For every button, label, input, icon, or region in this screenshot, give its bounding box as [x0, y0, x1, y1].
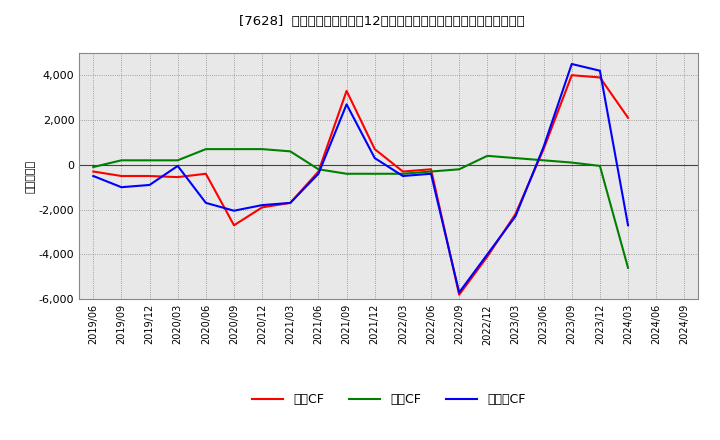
フリーCF [399, 173, 408, 179]
営業CF [117, 173, 126, 179]
営業CF [370, 147, 379, 152]
フリーCF [89, 173, 98, 179]
フリーCF [595, 68, 604, 73]
営業CF [286, 200, 294, 205]
フリーCF [370, 155, 379, 161]
投賃CF [286, 149, 294, 154]
投賃CF [567, 160, 576, 165]
営業CF [145, 173, 154, 179]
投賃CF [174, 158, 182, 163]
投賃CF [230, 147, 238, 152]
投賃CF [342, 171, 351, 176]
Text: [7628]  キャッシュフローの12か月移動合計の対前年同期増減額の推移: [7628] キャッシュフローの12か月移動合計の対前年同期増減額の推移 [239, 15, 524, 29]
Line: フリーCF: フリーCF [94, 64, 628, 293]
投賃CF [202, 147, 210, 152]
フリーCF [174, 163, 182, 169]
営業CF [89, 169, 98, 174]
営業CF [511, 212, 520, 217]
投賃CF [314, 167, 323, 172]
営業CF [202, 171, 210, 176]
投賃CF [595, 163, 604, 169]
Line: 営業CF: 営業CF [94, 75, 628, 295]
投賃CF [427, 169, 436, 174]
投賃CF [370, 171, 379, 176]
フリーCF [286, 200, 294, 205]
Legend: 営業CF, 投賃CF, フリーCF: 営業CF, 投賃CF, フリーCF [247, 388, 531, 411]
フリーCF [483, 252, 492, 257]
営業CF [595, 75, 604, 80]
投賃CF [258, 147, 266, 152]
投賃CF [511, 155, 520, 161]
営業CF [230, 223, 238, 228]
フリーCF [427, 171, 436, 176]
投賃CF [399, 171, 408, 176]
フリーCF [314, 171, 323, 176]
フリーCF [511, 214, 520, 219]
投賃CF [483, 153, 492, 158]
営業CF [174, 175, 182, 180]
営業CF [314, 169, 323, 174]
営業CF [483, 254, 492, 259]
フリーCF [145, 182, 154, 187]
Line: 投賃CF: 投賃CF [94, 149, 628, 268]
フリーCF [117, 184, 126, 190]
営業CF [567, 73, 576, 78]
フリーCF [342, 102, 351, 107]
営業CF [427, 167, 436, 172]
フリーCF [202, 200, 210, 205]
営業CF [455, 292, 464, 297]
営業CF [258, 205, 266, 210]
営業CF [399, 169, 408, 174]
フリーCF [455, 290, 464, 295]
投賃CF [455, 167, 464, 172]
投賃CF [539, 158, 548, 163]
フリーCF [567, 61, 576, 66]
投賃CF [117, 158, 126, 163]
フリーCF [258, 202, 266, 208]
フリーCF [230, 208, 238, 213]
フリーCF [624, 223, 632, 228]
フリーCF [539, 144, 548, 150]
営業CF [624, 115, 632, 121]
営業CF [342, 88, 351, 94]
Y-axis label: （百万円）: （百万円） [26, 159, 36, 193]
投賃CF [89, 165, 98, 170]
投賃CF [145, 158, 154, 163]
投賃CF [624, 265, 632, 271]
営業CF [539, 147, 548, 152]
